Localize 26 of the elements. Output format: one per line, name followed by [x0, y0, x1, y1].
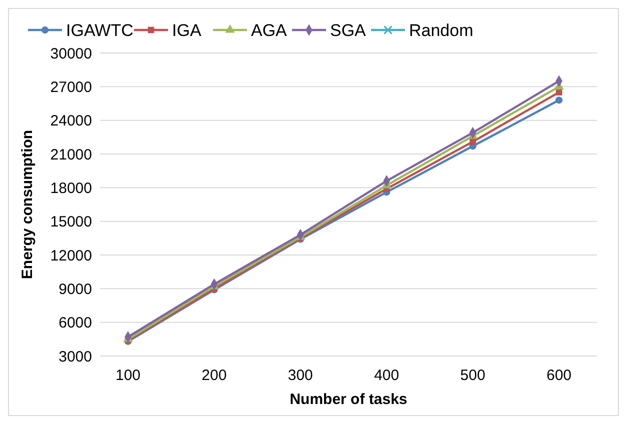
- y-tick-label: 18000: [50, 180, 92, 197]
- x-tick-label: 100: [115, 367, 141, 384]
- legend-label: AGA: [251, 20, 288, 40]
- y-tick-label: 3000: [58, 348, 92, 366]
- x-axis-title: Number of tasks: [290, 391, 408, 408]
- y-tick-label: 30000: [50, 45, 92, 62]
- x-tick-label: 400: [374, 367, 400, 384]
- x-tick-label: 600: [546, 367, 572, 384]
- y-tick-label: 27000: [50, 78, 92, 96]
- y-tick-label: 24000: [50, 112, 92, 130]
- point: [555, 96, 563, 104]
- y-tick-label: 12000: [50, 247, 92, 264]
- y-axis-title: Energy consumption: [19, 130, 36, 280]
- x-tick-label: 500: [460, 367, 486, 384]
- legend-label: IGA: [172, 20, 202, 40]
- y-tick-label: 15000: [50, 214, 92, 231]
- legend-label: IGAWTC: [66, 20, 134, 40]
- y-tick-label: 9000: [58, 280, 92, 298]
- legend-label: Random: [409, 20, 474, 40]
- x-tick-label: 300: [288, 367, 313, 384]
- x-tick-label: 200: [202, 367, 227, 384]
- y-tick-label: 6000: [58, 314, 92, 332]
- point: [556, 89, 562, 96]
- legend-label: SGA: [330, 20, 367, 40]
- point: [470, 138, 476, 145]
- y-tick-label: 21000: [50, 146, 92, 164]
